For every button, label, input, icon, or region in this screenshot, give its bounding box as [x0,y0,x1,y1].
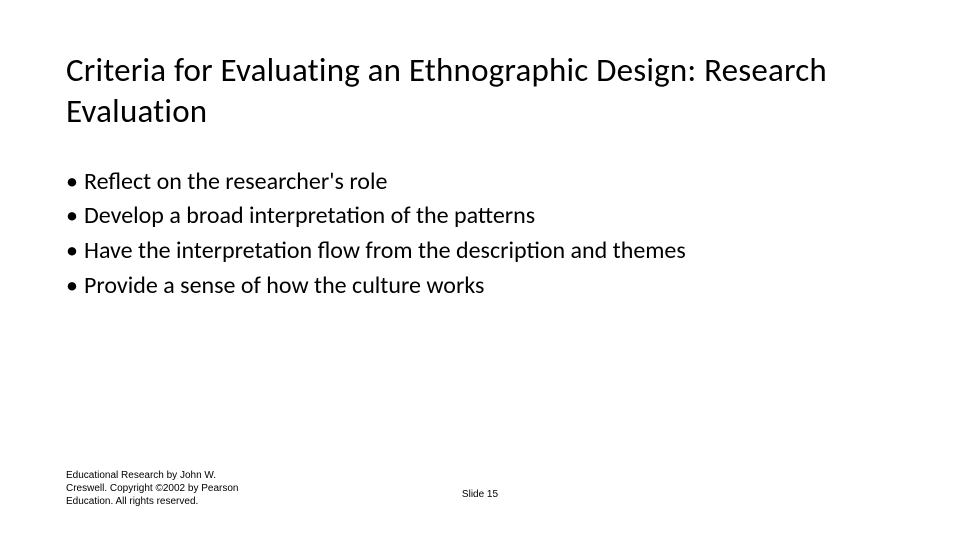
footer-line: Educational Research by John W. [66,469,238,482]
list-item: • Reflect on the researcher's role [66,165,894,200]
list-item: • Have the interpretation flow from the … [66,234,894,269]
bullet-list: • Reflect on the researcher's role • Dev… [66,165,894,304]
bullet-text: Develop a broad interpretation of the pa… [84,199,535,234]
bullet-text: Provide a sense of how the culture works [84,269,484,304]
bullet-icon: • [66,234,84,269]
bullet-text: Have the interpretation flow from the de… [84,234,686,269]
slide-container: Criteria for Evaluating an Ethnographic … [0,0,960,540]
slide-number: Slide 15 [0,489,960,500]
bullet-icon: • [66,199,84,234]
bullet-icon: • [66,165,84,200]
list-item: • Develop a broad interpretation of the … [66,199,894,234]
bullet-icon: • [66,269,84,304]
slide-title: Criteria for Evaluating an Ethnographic … [66,50,894,133]
bullet-text: Reflect on the researcher's role [84,165,387,200]
list-item: • Provide a sense of how the culture wor… [66,269,894,304]
